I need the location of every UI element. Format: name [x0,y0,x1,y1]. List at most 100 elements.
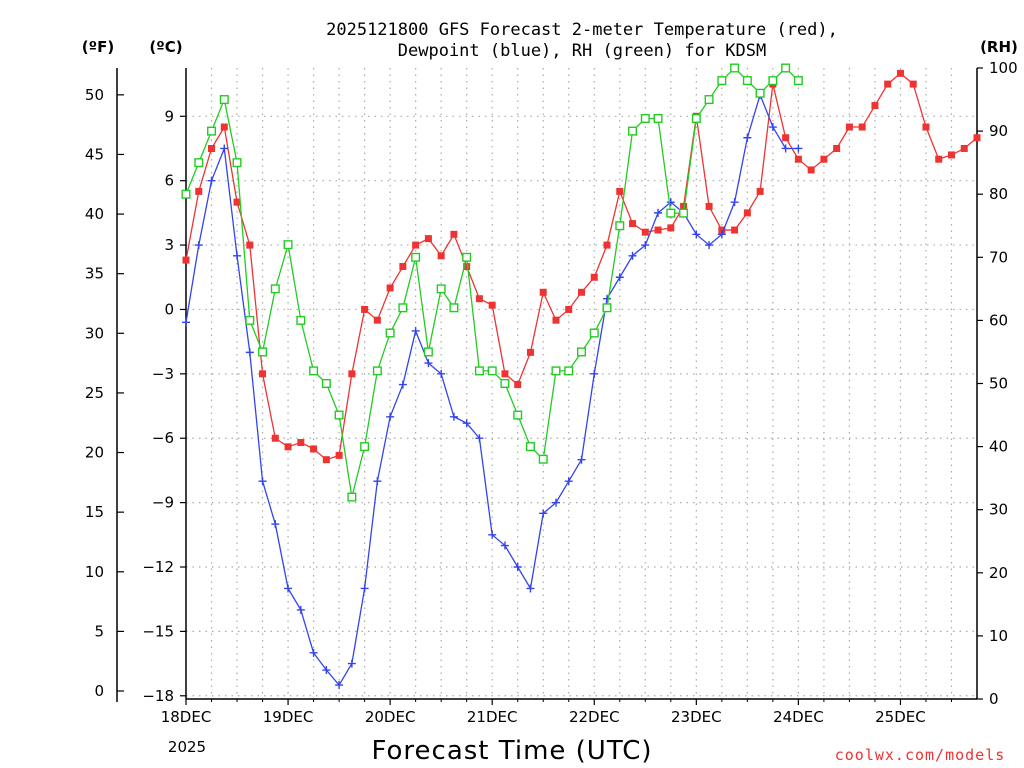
temperature-point-26 [514,381,522,389]
fahrenheit-axis-unit: (ºF) [82,38,114,56]
dewpoint-point-40 [692,230,701,239]
dewpoint-point-8 [284,584,293,593]
dewpoint-point-46 [768,123,777,132]
fahrenheit-tick-label-9: 45 [85,145,104,163]
series-temperature [182,69,981,464]
dewpoint-point-32 [590,369,599,378]
temperature-point-49 [807,166,815,174]
temperature-point-7 [271,434,279,442]
rh-point-16 [385,328,395,338]
rh-point-40 [691,113,701,123]
temperature-point-39 [680,202,688,210]
dewpoint-point-10 [309,648,318,657]
temperature-point-21 [450,230,458,238]
temperature-point-35 [629,220,637,228]
x-tick-label-6: 24DEC [773,708,824,726]
rh-point-14 [360,442,370,452]
dewpoint-point-13 [347,659,356,668]
dewpoint-line [185,92,799,687]
rh-point-26 [513,410,523,420]
rh-point-25 [500,379,510,389]
x-axis-label: Forecast Time (UTC) [371,736,652,766]
temperature-point-37 [654,226,662,234]
temperature-point-36 [641,228,649,236]
dewpoint-point-15 [373,477,382,486]
fahrenheit-axis: 0 5 10 15 20 25 30 35 40 45 50 [85,86,124,700]
rh-point-2 [207,126,217,136]
dewpoint-point-2 [207,176,216,185]
rh-tick-label-3: 30 [989,501,1008,519]
celsius-tick-label-0: −18 [142,687,174,705]
temperature-point-53 [858,123,866,131]
credit-text: coolwx.com/models [835,746,1006,764]
rh-point-17 [398,303,408,313]
celsius-tick-label-5: −3 [152,365,174,383]
temperature-point-51 [833,144,841,152]
fahrenheit-tick-label-3: 15 [85,503,104,521]
dewpoint-point-21 [449,412,458,421]
fahrenheit-tick-label-7: 35 [85,265,104,283]
celsius-tick-label-3: −9 [152,494,174,512]
temperature-point-60 [947,151,955,159]
temperature-line [185,72,978,461]
x-tick-label-2: 20DEC [365,708,416,726]
temperature-point-10 [310,445,318,453]
dewpoint-point-19 [424,359,433,368]
rh-point-38 [666,208,676,218]
temperature-point-57 [909,80,917,88]
temperature-point-24 [488,301,496,309]
dewpoint-point-7 [271,520,280,529]
chart-titles: 2025121800 GFS Forecast 2-meter Temperat… [326,20,838,61]
celsius-axis-unit: (ºC) [149,38,182,56]
rh-point-42 [717,76,727,86]
rh-point-27 [525,442,535,452]
dewpoint-point-29 [551,498,560,507]
fahrenheit-tick-label-1: 5 [94,622,104,640]
rh-tick-label-8: 80 [989,185,1008,203]
temperature-point-59 [935,155,943,163]
rh-point-34 [615,221,625,231]
temperature-point-14 [361,305,369,313]
rh-point-7 [270,284,280,294]
celsius-tick-label-4: −6 [152,429,174,447]
chart-title-line2: Dewpoint (blue), RH (green) for KDSM [398,41,766,61]
rh-point-9 [296,315,306,325]
rh-point-4 [232,158,242,168]
temperature-point-28 [539,288,547,296]
rh-tick-label-10: 100 [989,59,1018,77]
celsius-tick-label-1: −15 [142,622,174,640]
temperature-point-20 [437,252,445,260]
temperature-point-0 [182,256,190,264]
rh-point-13 [347,492,357,502]
rh-point-20 [436,284,446,294]
rh-point-15 [372,366,382,376]
rh-point-19 [423,347,433,357]
rh-point-35 [628,126,638,136]
temperature-point-44 [743,209,751,217]
rh-tick-label-4: 40 [989,438,1008,456]
temperature-point-62 [973,134,981,142]
dewpoint-point-18 [411,326,420,335]
rh-point-30 [564,366,574,376]
x-tick-label-7: 25DEC [875,708,926,726]
rh-point-32 [589,328,599,338]
fahrenheit-tick-label-8: 40 [85,205,104,223]
temperature-point-22 [463,263,471,271]
rh-point-18 [411,252,421,262]
temperature-point-42 [718,226,726,234]
dewpoint-point-31 [577,455,586,464]
rh-point-44 [742,76,752,86]
dewpoint-point-37 [654,208,663,217]
x-tick-label-0: 18DEC [161,708,212,726]
rh-point-0 [181,189,191,199]
temperature-point-55 [884,80,892,88]
temperature-point-52 [845,123,853,131]
temperature-point-13 [348,370,356,378]
rh-point-46 [768,76,778,86]
dewpoint-point-20 [437,369,446,378]
rh-point-11 [321,379,331,389]
dewpoint-point-5 [245,348,254,357]
rh-point-22 [462,252,472,262]
rh-point-1 [194,158,204,168]
